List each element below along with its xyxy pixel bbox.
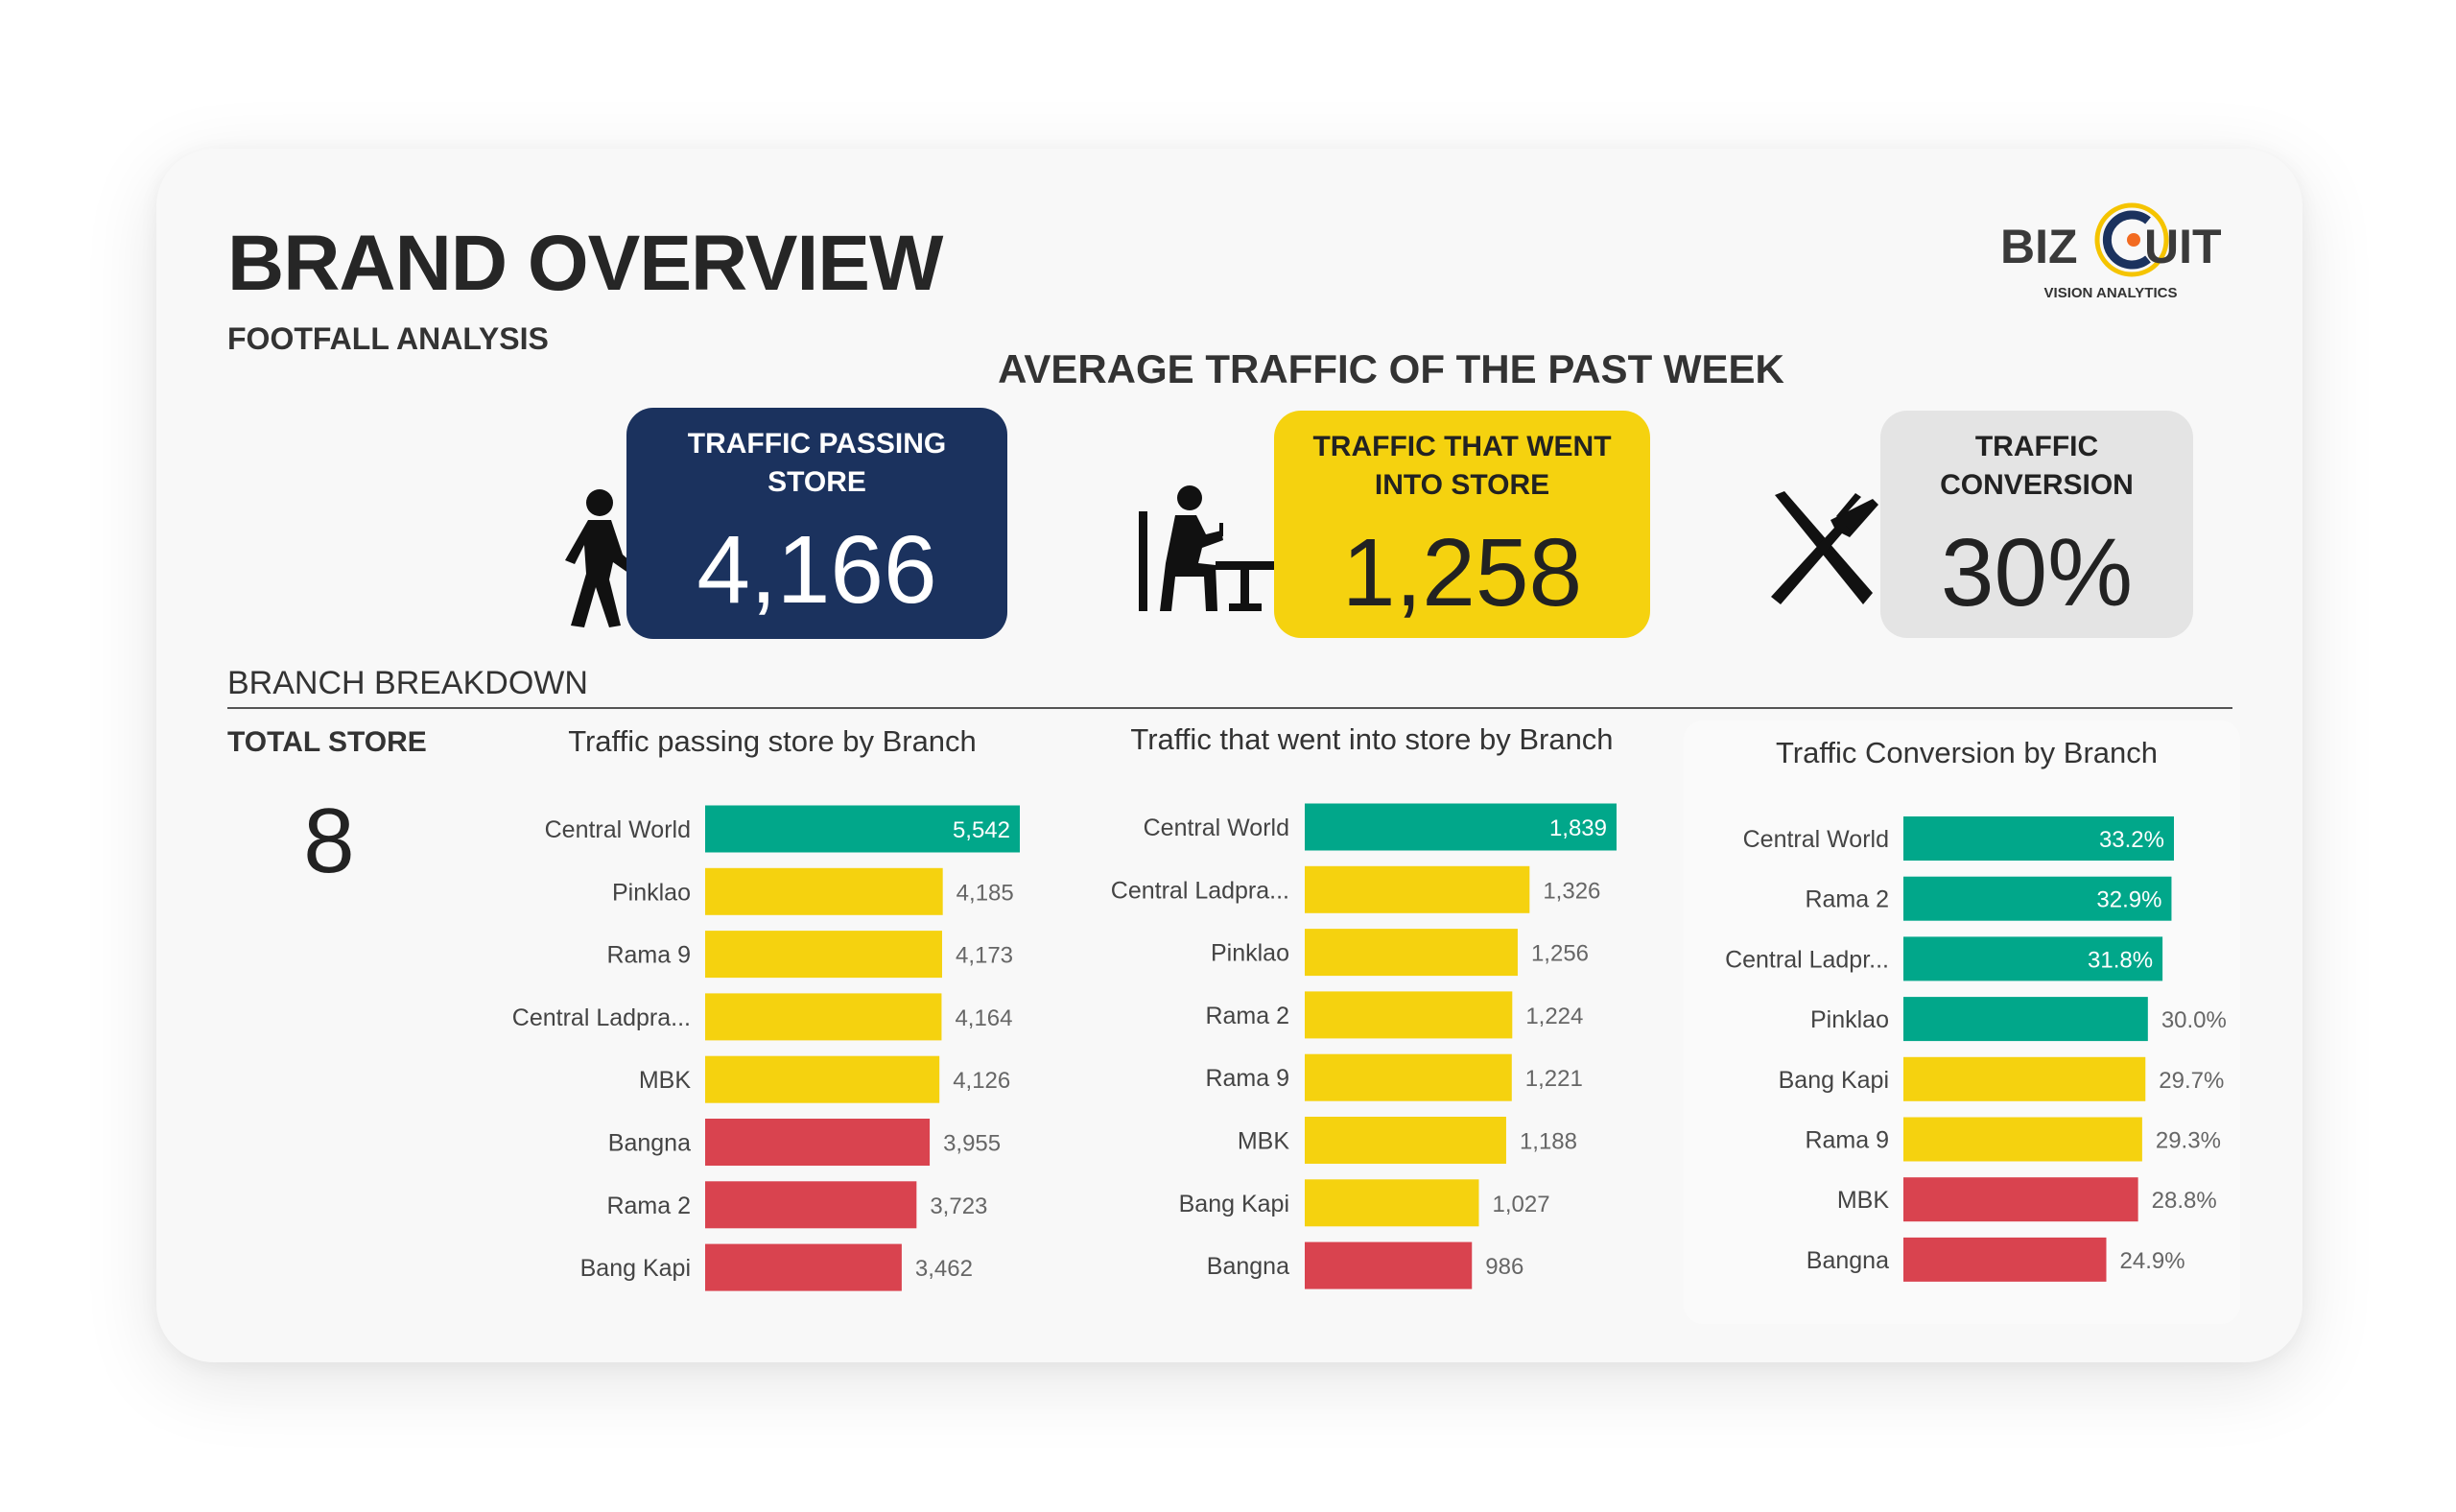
chart-title-passing: Traffic passing store by Branch [568, 724, 977, 758]
category-label: Pinklao [612, 879, 691, 906]
category-label: Central Ladpra... [512, 1004, 691, 1031]
data-label: 29.3% [2156, 1128, 2221, 1154]
data-label: 1,224 [1525, 1004, 1583, 1029]
category-label: Bangna [1807, 1247, 1889, 1274]
data-label: 4,173 [956, 943, 1013, 969]
data-label: 32.9% [2096, 887, 2161, 913]
category-label: Rama 9 [606, 942, 691, 969]
bar[interactable] [1903, 1237, 2107, 1282]
bar[interactable] [705, 1119, 931, 1166]
category-label: MBK [639, 1067, 692, 1094]
data-label: 1,326 [1543, 878, 1600, 904]
kpi-label: TRAFFIC THAT WENT INTO STORE [1312, 431, 1612, 501]
kpi-traffic-conversion: TRAFFIC CONVERSION 30% [1880, 411, 2193, 638]
category-label: Pinklao [1810, 1006, 1889, 1033]
kpi-heading: AVERAGE TRAFFIC OF THE PAST WEEK [998, 346, 1784, 391]
bar[interactable] [1305, 1117, 1506, 1164]
divider [227, 707, 2232, 709]
chart-title-conversion: Traffic Conversion by Branch [1775, 736, 2158, 769]
data-label: 1,839 [1549, 815, 1607, 841]
category-label: Central World [1743, 826, 1889, 853]
bar[interactable] [1903, 816, 2174, 861]
seated-diner-icon [1139, 485, 1279, 611]
category-label: Bang Kapi [1179, 1191, 1289, 1217]
bar[interactable] [705, 931, 942, 979]
category-label: Central Ladpra... [1111, 877, 1289, 904]
logo-tagline: VISION ANALYTICS [2043, 285, 2178, 301]
data-label: 30.0% [2161, 1007, 2227, 1033]
data-label: 4,164 [955, 1005, 1012, 1031]
data-label: 31.8% [2088, 947, 2153, 973]
page-title: BRAND OVERVIEW [227, 220, 943, 307]
bar[interactable] [705, 993, 942, 1041]
data-label: 24.9% [2120, 1248, 2185, 1274]
bar[interactable] [1305, 929, 1518, 977]
data-label: 33.2% [2099, 827, 2164, 853]
kpi-traffic-passing-store: TRAFFIC PASSING STORE 4,166 [626, 408, 1007, 639]
bar[interactable] [1305, 1053, 1512, 1101]
bar[interactable] [1305, 1179, 1479, 1227]
category-label: MBK [1837, 1187, 1890, 1214]
bar[interactable] [705, 805, 1020, 853]
bar[interactable] [1903, 997, 2148, 1042]
kpi-label: TRAFFIC PASSING STORE [687, 428, 947, 498]
category-label: Pinklao [1211, 940, 1289, 967]
data-label: 1,027 [1492, 1192, 1549, 1217]
data-label: 1,188 [1520, 1129, 1577, 1155]
branch-breakdown-heading: BRANCH BREAKDOWN [227, 665, 588, 701]
kpi-value: 30% [1940, 519, 2134, 626]
data-label: 3,462 [915, 1256, 973, 1282]
bar[interactable] [1305, 991, 1513, 1039]
bar[interactable] [1903, 936, 2163, 981]
kpi-label: TRAFFIC CONVERSION [1940, 431, 2134, 501]
category-label: Central Ladpr... [1725, 946, 1889, 973]
chart-title-into-store: Traffic that went into store by Branch [1130, 722, 1614, 756]
category-label: Bangna [1207, 1253, 1289, 1280]
category-label: Rama 2 [1805, 886, 1889, 913]
total-store-value: 8 [303, 790, 355, 892]
category-label: Central World [1144, 815, 1289, 841]
page-subtitle: FOOTFALL ANALYSIS [227, 321, 549, 356]
category-label: Rama 9 [1805, 1127, 1889, 1154]
data-label: 1,221 [1525, 1066, 1583, 1092]
bar[interactable] [1903, 1177, 2138, 1222]
bar[interactable] [1903, 876, 2172, 921]
logo-text: BIZ UIT [2000, 220, 2222, 273]
category-label: Bangna [608, 1130, 691, 1157]
knife-fork-icon [1771, 491, 1878, 604]
walking-person-icon [565, 489, 638, 627]
total-store-label: TOTAL STORE [227, 726, 427, 758]
category-label: Rama 2 [1205, 1003, 1289, 1029]
category-label: Rama 9 [1205, 1065, 1289, 1092]
data-label: 4,185 [956, 880, 1014, 906]
bar[interactable] [705, 1055, 940, 1103]
kpi-traffic-into-store: TRAFFIC THAT WENT INTO STORE 1,258 [1274, 411, 1650, 638]
logo-ring-icon [2094, 202, 2169, 277]
category-label: Rama 2 [606, 1193, 691, 1219]
category-label: Bang Kapi [580, 1255, 691, 1282]
data-label: 3,955 [943, 1131, 1001, 1157]
data-label: 28.8% [2152, 1188, 2217, 1214]
bar[interactable] [1305, 865, 1530, 913]
bar[interactable] [705, 867, 943, 915]
bizcuit-logo: BIZ UIT VISION ANALYTICS [2000, 197, 2222, 307]
category-label: MBK [1238, 1128, 1290, 1155]
data-label: 4,126 [953, 1068, 1010, 1094]
kpi-value: 4,166 [697, 516, 937, 624]
bar[interactable] [705, 1181, 917, 1229]
data-label: 1,256 [1531, 941, 1589, 967]
bar[interactable] [705, 1243, 902, 1291]
bar[interactable] [1903, 1117, 2142, 1162]
data-label: 29.7% [2159, 1068, 2224, 1094]
data-label: 986 [1485, 1254, 1523, 1280]
category-label: Central World [545, 816, 691, 843]
data-label: 5,542 [953, 817, 1010, 843]
bar[interactable] [1305, 803, 1617, 851]
category-label: Bang Kapi [1779, 1067, 1889, 1094]
bar[interactable] [1903, 1056, 2146, 1101]
data-label: 3,723 [930, 1193, 987, 1219]
bar[interactable] [1305, 1241, 1473, 1289]
kpi-value: 1,258 [1341, 519, 1583, 626]
